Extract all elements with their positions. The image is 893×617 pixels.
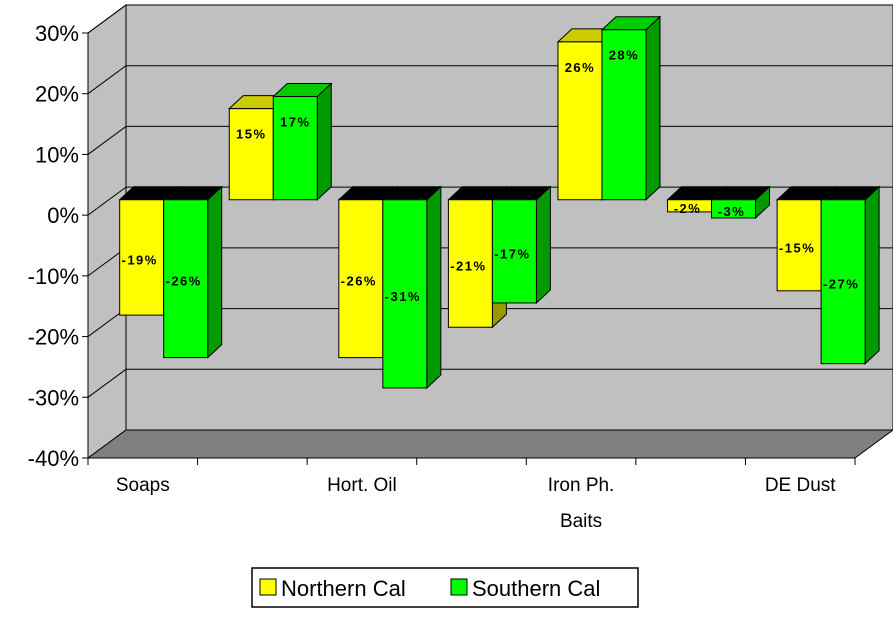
bar-southern — [600, 15, 662, 201]
legend-label: Northern Cal — [281, 576, 406, 601]
bars — [118, 15, 881, 390]
legend-swatch — [259, 578, 277, 596]
data-labels: -19% -26% 15% 17% -26% -31% -21% -17% 26% 28% -2% -… — [122, 48, 859, 304]
data-label: -21% — [450, 258, 486, 273]
bar-southern — [819, 185, 881, 365]
data-label: 26% — [565, 60, 596, 75]
bar-southern — [271, 82, 333, 201]
data-label: -27% — [823, 277, 859, 292]
legend: Northern Cal Southern Cal — [251, 567, 639, 608]
data-label: 17% — [280, 115, 311, 130]
data-label: -17% — [494, 246, 530, 261]
data-label: -15% — [779, 240, 815, 255]
data-label: -31% — [385, 289, 421, 304]
bar-southern — [381, 185, 443, 390]
y-tick-label: 20% — [35, 82, 79, 107]
x-tick-label: Soaps — [116, 475, 170, 496]
x-tick-label: DE Dust — [765, 475, 836, 496]
bar-southern — [710, 185, 771, 220]
y-tick-label: 0% — [47, 203, 79, 228]
x-tick-label: Hort. Oil — [327, 475, 397, 496]
floor — [86, 429, 893, 459]
bar-southern — [162, 185, 223, 359]
y-tick-label: -10% — [28, 264, 79, 289]
legend-swatch — [450, 578, 468, 596]
y-tick-label: -40% — [28, 446, 79, 471]
y-tick-label: -30% — [28, 385, 79, 410]
data-label: -19% — [122, 252, 158, 267]
gridline — [87, 4, 893, 34]
axes: -40% -30% -20% -10% 0% 10% 20% 30% Soaps Hort. Oi… — [28, 21, 856, 532]
x-tick-label: Iron Ph. Baits — [548, 475, 615, 532]
data-label: 28% — [609, 48, 640, 63]
data-label: -3% — [718, 204, 746, 219]
bar-southern — [491, 185, 552, 305]
legend-box — [251, 567, 639, 608]
y-tick-label: -20% — [28, 325, 79, 350]
y-tick-label: 10% — [35, 142, 79, 167]
data-label: -2% — [674, 201, 702, 216]
data-label: 15% — [236, 127, 267, 142]
y-tick-label: 30% — [35, 21, 79, 46]
data-label: -26% — [166, 274, 202, 289]
legend-label: Southern Cal — [472, 576, 600, 601]
data-label: -26% — [341, 274, 377, 289]
gridline — [87, 368, 893, 398]
